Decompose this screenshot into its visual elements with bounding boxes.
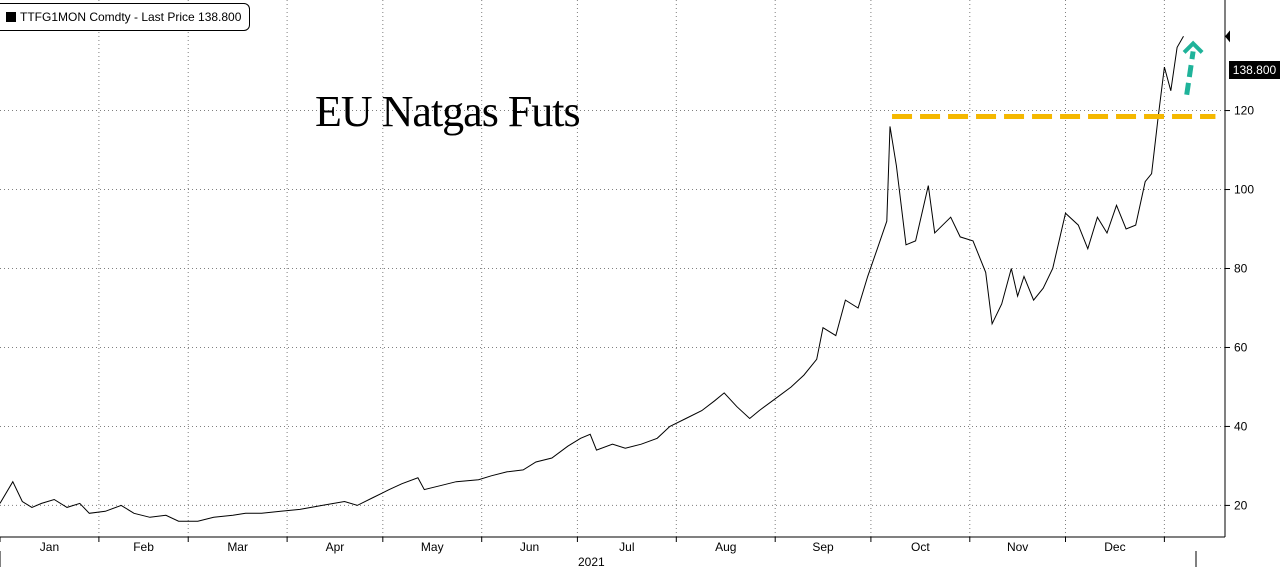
y-tick-label: 60 (1234, 340, 1248, 354)
x-tick-label: Nov (1007, 540, 1028, 554)
x-tick-label: Apr (326, 540, 345, 554)
x-tick-label: Jan (40, 540, 59, 554)
x-tick-label: Jun (520, 540, 539, 554)
y-tick-label: 20 (1234, 498, 1248, 512)
year-label: 2021 (578, 555, 605, 569)
last-price-marker (1225, 30, 1230, 43)
x-tick-label: Aug (715, 540, 736, 554)
x-tick-label: Feb (133, 540, 154, 554)
up-arrow-head (1182, 40, 1204, 54)
up-arrow-shaft (1184, 51, 1196, 96)
legend-swatch (6, 12, 16, 22)
y-tick-label: 120 (1234, 104, 1254, 118)
last-price-tag: 138.800 (1229, 61, 1280, 79)
legend-label: TTFG1MON Comdty - Last Price 138.800 (20, 10, 242, 24)
y-tick-label: 40 (1234, 419, 1248, 433)
x-tick-label: Sep (812, 540, 834, 554)
x-tick-label: May (421, 540, 444, 554)
x-tick-label: Mar (227, 540, 248, 554)
y-tick-label: 100 (1234, 183, 1254, 197)
x-tick-label: Jul (619, 540, 634, 554)
legend: TTFG1MON Comdty - Last Price 138.800 (0, 3, 251, 31)
price-series-line (0, 36, 1184, 522)
x-tick-label: Dec (1104, 540, 1125, 554)
chart-title-annotation: EU Natgas Futs (315, 87, 581, 136)
x-tick-label: Oct (911, 540, 930, 554)
y-tick-label: 80 (1234, 262, 1248, 276)
